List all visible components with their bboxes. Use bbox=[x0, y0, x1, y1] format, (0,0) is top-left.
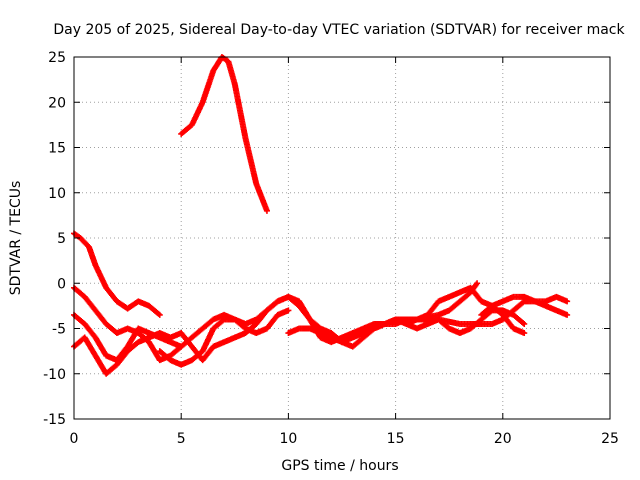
y-axis-label: SDTVAR / TECUs bbox=[8, 181, 24, 296]
data-point bbox=[564, 311, 571, 318]
data-point bbox=[155, 310, 162, 317]
y-tick-label: -5 bbox=[52, 322, 66, 338]
data-point bbox=[156, 311, 163, 318]
x-axis-label: GPS time / hours bbox=[281, 458, 398, 474]
series-track-5 bbox=[156, 280, 481, 368]
series-track-1 bbox=[71, 230, 163, 318]
y-tick-label: 5 bbox=[57, 231, 66, 247]
data-point bbox=[521, 320, 528, 327]
y-tick-label: 10 bbox=[48, 186, 66, 202]
data-series bbox=[71, 54, 571, 377]
chart-title: Day 205 of 2025, Sidereal Day-to-day VTE… bbox=[53, 22, 625, 38]
y-tick-label: 15 bbox=[48, 141, 66, 157]
data-point bbox=[520, 319, 527, 326]
data-point bbox=[564, 298, 571, 305]
series-track-7 bbox=[403, 284, 528, 337]
x-tick-label: 5 bbox=[177, 431, 186, 447]
y-tick-label: -15 bbox=[43, 412, 66, 428]
axis-ticks: 0 5 10 15 20 25 -15 -10 -5 0 5 10 15 20 25 bbox=[43, 50, 619, 447]
y-tick-label: 0 bbox=[57, 276, 66, 292]
data-point bbox=[521, 330, 528, 337]
x-tick-label: 25 bbox=[601, 431, 619, 447]
series-track-8 bbox=[478, 293, 571, 318]
x-tick-label: 0 bbox=[70, 431, 79, 447]
gridlines bbox=[74, 57, 610, 419]
data-point bbox=[474, 280, 481, 287]
x-tick-label: 20 bbox=[494, 431, 512, 447]
x-tick-label: 15 bbox=[387, 431, 405, 447]
x-tick-label: 10 bbox=[279, 431, 297, 447]
y-tick-label: 20 bbox=[48, 95, 66, 111]
series-track-9 bbox=[178, 54, 270, 214]
y-tick-label: -10 bbox=[43, 367, 66, 383]
data-point bbox=[285, 307, 292, 314]
y-tick-label: 25 bbox=[48, 50, 66, 66]
data-point bbox=[263, 207, 270, 214]
